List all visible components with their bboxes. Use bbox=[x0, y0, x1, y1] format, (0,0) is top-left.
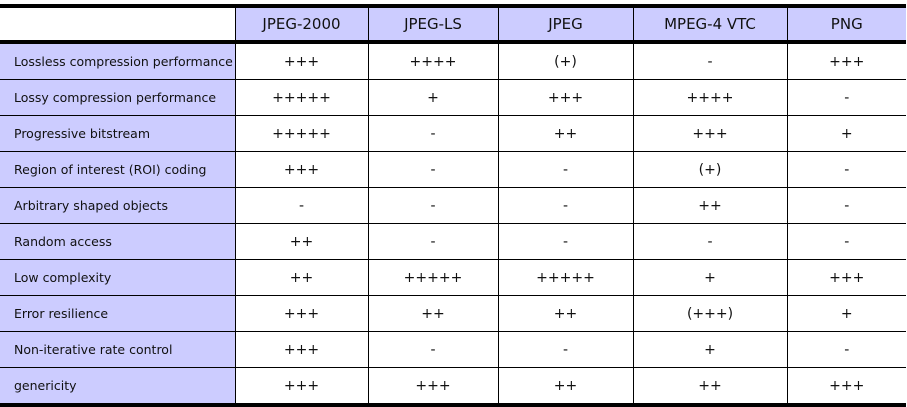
rating-cell: +++ bbox=[786, 41, 906, 80]
feature-label: Arbitrary shaped objects bbox=[0, 187, 236, 224]
rating-cell: - bbox=[632, 41, 788, 80]
feature-label: Region of interest (ROI) coding bbox=[0, 151, 236, 188]
rating-cell: +++++ bbox=[497, 259, 634, 296]
table-body: Lossless compression performance +++ ++++(… bbox=[0, 41, 906, 406]
rating-cell: +++ bbox=[786, 259, 906, 296]
rating-cell: ++ bbox=[367, 295, 499, 332]
feature-label: Lossless compression performance bbox=[0, 41, 236, 80]
rating-cell: - bbox=[367, 223, 499, 260]
column-header: JPEG bbox=[497, 5, 634, 43]
rating-cell: + bbox=[632, 331, 788, 368]
table-row: genericity +++ +++ ++ ++ +++ bbox=[0, 367, 906, 406]
feature-label: Random access bbox=[0, 223, 236, 260]
table-row: Error resilience +++ ++ ++ (+++) + bbox=[0, 295, 906, 332]
rating-cell: + bbox=[786, 115, 906, 152]
rating-cell: ++ bbox=[497, 295, 634, 332]
rating-cell: ++ bbox=[497, 115, 634, 152]
comparison-table: JPEG-2000 JPEG-LS JPEG MPEG-4 VTC PNG Lossle… bbox=[0, 4, 906, 407]
feature-label: Error resilience bbox=[0, 295, 236, 332]
column-header: PNG bbox=[786, 5, 906, 43]
rating-cell: ++++ bbox=[367, 41, 499, 80]
rating-cell: (+) bbox=[497, 41, 634, 80]
rating-cell: - bbox=[234, 187, 369, 224]
feature-label: Progressive bitstream bbox=[0, 115, 236, 152]
rating-cell: - bbox=[786, 79, 906, 116]
rating-cell: ++ bbox=[632, 367, 788, 406]
feature-label: Lossy compression performance bbox=[0, 79, 236, 116]
rating-cell: - bbox=[786, 187, 906, 224]
feature-label: genericity bbox=[0, 367, 236, 406]
rating-cell: ++ bbox=[234, 259, 369, 296]
rating-cell: - bbox=[367, 115, 499, 152]
rating-cell: - bbox=[786, 151, 906, 188]
rating-cell: +++ bbox=[234, 331, 369, 368]
rating-cell: +++ bbox=[367, 367, 499, 406]
rating-cell: +++ bbox=[234, 367, 369, 406]
rating-cell: + bbox=[786, 295, 906, 332]
table-row: Arbitrary shaped objects - - - ++ - bbox=[0, 187, 906, 224]
column-header: JPEG-LS bbox=[367, 5, 499, 43]
rating-cell: - bbox=[497, 187, 634, 224]
rating-cell: +++ bbox=[497, 79, 634, 116]
table-row: Progressive bitstream +++++ - ++ +++ + bbox=[0, 115, 906, 152]
rating-cell: (+++) bbox=[632, 295, 788, 332]
table-row: Low complexity ++ +++++ +++++ + +++ bbox=[0, 259, 906, 296]
header-row: JPEG-2000 JPEG-LS JPEG MPEG-4 VTC PNG bbox=[0, 5, 906, 43]
rating-cell: ++ bbox=[234, 223, 369, 260]
rating-cell: ++ bbox=[632, 187, 788, 224]
rating-cell: - bbox=[497, 331, 634, 368]
rating-cell: +++ bbox=[234, 151, 369, 188]
rating-cell: + bbox=[632, 259, 788, 296]
column-header: JPEG-2000 bbox=[234, 5, 369, 43]
rating-cell: - bbox=[367, 187, 499, 224]
rating-cell: ++ bbox=[497, 367, 634, 406]
table-row: Non-iterative rate control +++ - - + - bbox=[0, 331, 906, 368]
rating-cell: - bbox=[786, 223, 906, 260]
rating-cell: +++ bbox=[786, 367, 906, 406]
feature-label: Non-iterative rate control bbox=[0, 331, 236, 368]
rating-cell: +++ bbox=[234, 41, 369, 80]
rating-cell: - bbox=[497, 223, 634, 260]
rating-cell: - bbox=[497, 151, 634, 188]
rating-cell: - bbox=[367, 331, 499, 368]
table-row: Random access ++ - - - - bbox=[0, 223, 906, 260]
rating-cell: - bbox=[367, 151, 499, 188]
table-row: Lossless compression performance +++ ++++(… bbox=[0, 41, 906, 80]
rating-cell: +++++ bbox=[367, 259, 499, 296]
feature-label: Low complexity bbox=[0, 259, 236, 296]
rating-cell: +++++ bbox=[234, 79, 369, 116]
table-row: Lossy compression performance +++++ + +++ ++… bbox=[0, 79, 906, 116]
rating-cell: - bbox=[632, 223, 788, 260]
rating-cell: +++++ bbox=[234, 115, 369, 152]
corner-cell bbox=[0, 5, 236, 43]
rating-cell: +++ bbox=[632, 115, 788, 152]
rating-cell: ++++ bbox=[632, 79, 788, 116]
column-header: MPEG-4 VTC bbox=[632, 5, 788, 43]
rating-cell: +++ bbox=[234, 295, 369, 332]
rating-cell: + bbox=[367, 79, 499, 116]
table-row: Region of interest (ROI) coding +++ - - (+) - bbox=[0, 151, 906, 188]
rating-cell: (+) bbox=[632, 151, 788, 188]
rating-cell: - bbox=[786, 331, 906, 368]
